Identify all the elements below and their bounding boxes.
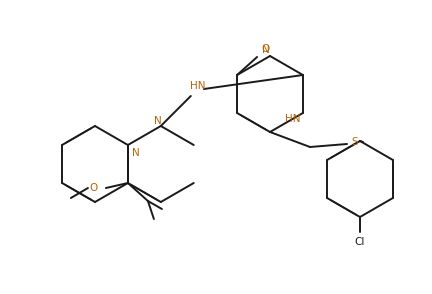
Text: Cl: Cl <box>355 237 365 247</box>
Text: N: N <box>132 148 140 158</box>
Text: S: S <box>352 137 358 147</box>
Text: HN: HN <box>285 114 301 124</box>
Text: N: N <box>154 116 162 126</box>
Text: O: O <box>261 44 269 54</box>
Text: N: N <box>262 45 270 55</box>
Text: HN: HN <box>190 81 206 91</box>
Text: O: O <box>90 183 98 193</box>
